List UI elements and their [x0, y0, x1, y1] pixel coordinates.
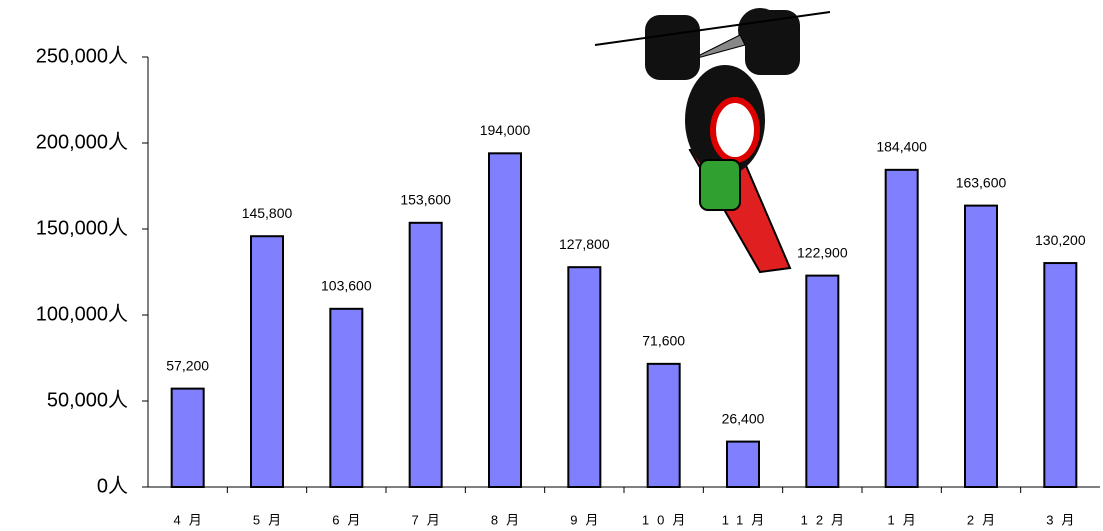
mascot-legs: [699, 159, 741, 211]
bar: [1043, 262, 1078, 488]
bar: [170, 387, 205, 488]
value-label: 145,800: [242, 205, 293, 221]
value-label: 71,600: [642, 333, 685, 349]
value-label: 103,600: [321, 278, 372, 294]
value-label: 127,800: [559, 236, 610, 252]
bar: [250, 235, 284, 488]
x-tick-label: 9月: [570, 512, 606, 527]
bar: [488, 152, 522, 488]
y-tick-label: 50,000人: [47, 388, 128, 411]
value-label: 194,000: [480, 122, 531, 138]
x-tick-label: 2月: [967, 512, 1003, 527]
mascot-arm: [645, 15, 700, 80]
y-tick-label: 200,000人: [36, 130, 128, 153]
mascot: [594, 8, 831, 274]
value-label: 57,200: [166, 357, 209, 373]
y-tick-label: 250,000人: [36, 44, 128, 67]
bar: [646, 362, 681, 488]
value-label: 130,200: [1035, 232, 1086, 248]
x-tick-label: 4月: [174, 512, 210, 527]
bar: [329, 307, 364, 489]
y-tick-label: 0人: [97, 474, 128, 497]
bar: [964, 204, 998, 488]
bar: [567, 266, 602, 488]
x-tick-label: 12月: [801, 512, 852, 527]
x-tick-label: 5月: [253, 512, 289, 527]
mascot-belly: [710, 97, 760, 163]
x-tick-label: 1月: [888, 512, 924, 527]
mascot-poles: [594, 11, 831, 46]
x-tick-label: 8月: [491, 512, 527, 527]
y-tick-label: 100,000人: [36, 302, 128, 325]
x-tick-label: 3月: [1046, 512, 1082, 527]
bar: [726, 440, 760, 489]
value-label: 26,400: [722, 410, 765, 426]
value-label: 122,900: [797, 244, 848, 260]
value-label: 184,400: [876, 139, 927, 155]
bar: [805, 274, 840, 488]
x-tick-label: 7月: [412, 512, 448, 527]
x-tick-label: 11月: [722, 512, 773, 527]
x-tick-label: 6月: [332, 512, 368, 527]
x-tick-label: 10月: [642, 512, 693, 527]
value-label: 153,600: [400, 192, 451, 208]
bar: [408, 221, 443, 488]
mascot-beak: [689, 34, 746, 61]
bar: [884, 168, 919, 488]
value-label: 163,600: [956, 174, 1007, 190]
y-tick-label: 150,000人: [36, 216, 128, 239]
mascot-arm: [745, 10, 800, 75]
